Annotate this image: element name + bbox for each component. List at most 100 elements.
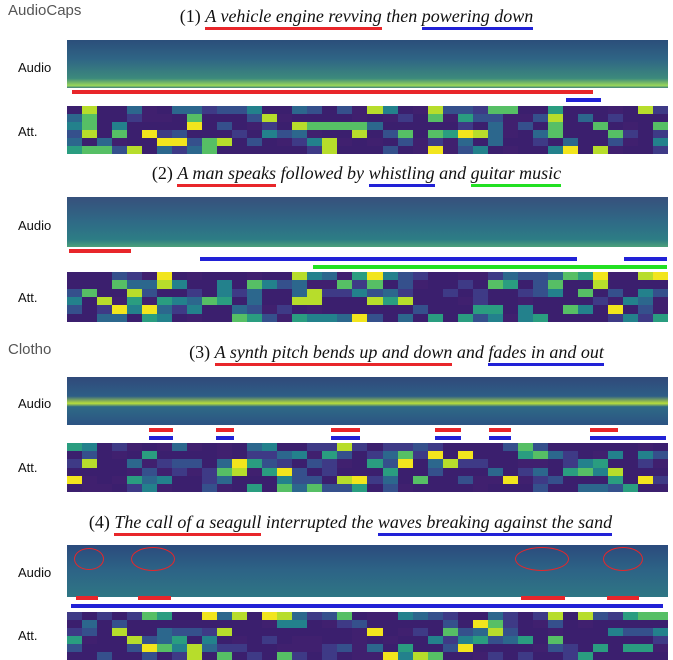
attention-cell [547, 296, 563, 306]
attention-cell [517, 620, 533, 628]
attention-cell [247, 612, 263, 620]
attention-cell [202, 114, 218, 122]
attention-cell [547, 652, 563, 660]
attention-cell [622, 459, 638, 468]
attention-cell [97, 122, 113, 130]
attention-cell [337, 280, 353, 289]
attention-cell [337, 146, 353, 154]
attention-cell [427, 138, 443, 146]
attention-cell [382, 644, 398, 652]
attention-cell [382, 146, 398, 154]
attention-cell [157, 467, 173, 476]
attention-cell [442, 305, 458, 314]
attention-cell [157, 106, 173, 114]
attention-cell [322, 288, 338, 297]
attention-cell [652, 467, 668, 476]
attention-cell [487, 652, 503, 660]
attention-cell [307, 467, 323, 476]
attention-cell [592, 106, 608, 114]
attention-cell [67, 483, 83, 492]
attention-cell [607, 451, 623, 460]
attention-map [67, 443, 668, 492]
alignment-bar [331, 436, 360, 440]
alignment-bar [71, 604, 663, 608]
attention-cell [247, 467, 263, 476]
attention-cell [127, 636, 143, 644]
attention-cell [67, 122, 83, 130]
attention-cell [592, 313, 608, 322]
attention-cell [547, 305, 563, 314]
attention-cell [97, 313, 113, 322]
attention-cell [637, 130, 653, 138]
attention-cell [292, 288, 308, 297]
attention-cell [337, 114, 353, 122]
attention-cell [622, 652, 638, 660]
attention-cell [232, 296, 248, 306]
attention-cell [172, 451, 188, 460]
attention-cell [487, 475, 503, 484]
attention-cell [367, 313, 383, 322]
attention-cell [82, 106, 98, 114]
attention-cell [517, 644, 533, 652]
attention-cell [217, 628, 233, 636]
attention-cell [592, 280, 608, 289]
attention-cell [142, 313, 158, 322]
attention-cell [142, 628, 158, 636]
attention-cell [487, 280, 503, 289]
attention-cell [562, 296, 578, 306]
alignment-bar [216, 428, 234, 432]
attention-cell [157, 313, 173, 322]
attention-cell [472, 122, 488, 130]
attention-cell [262, 620, 278, 628]
attention-cell [442, 296, 458, 306]
attention-cell [457, 652, 473, 660]
attention-cell [442, 106, 458, 114]
attention-cell [292, 305, 308, 314]
attention-cell [262, 652, 278, 660]
attention-cell [187, 620, 203, 628]
attention-cell [487, 620, 503, 628]
attention-cell [322, 114, 338, 122]
attention-cell [217, 146, 233, 154]
attention-cell [502, 459, 518, 468]
attention-cell [442, 130, 458, 138]
attention-cell [457, 305, 473, 314]
attention-cell [592, 451, 608, 460]
attention-cell [112, 644, 128, 652]
attention-cell [202, 138, 218, 146]
highlight-ellipse [74, 548, 104, 570]
attention-cell [142, 114, 158, 122]
attention-cell [487, 612, 503, 620]
attention-cell [142, 106, 158, 114]
alignment-bar [69, 249, 131, 253]
attention-cell [262, 305, 278, 314]
attention-cell [412, 644, 428, 652]
attention-cell [652, 272, 668, 281]
attention-cell [607, 305, 623, 314]
attention-cell [442, 122, 458, 130]
attention-cell [547, 106, 563, 114]
attention-cell [307, 272, 323, 281]
attention-cell [127, 443, 143, 452]
attention-cell [82, 305, 98, 314]
attention-cell [562, 475, 578, 484]
attention-cell [337, 443, 353, 452]
attention-cell [67, 138, 83, 146]
attention-cell [217, 612, 233, 620]
attention-cell [187, 106, 203, 114]
attention-cell [562, 652, 578, 660]
attention-cell [637, 280, 653, 289]
attention-cell [532, 443, 548, 452]
attention-cell [217, 138, 233, 146]
attention-cell [187, 305, 203, 314]
attention-cell [247, 296, 263, 306]
attention-cell [187, 628, 203, 636]
attention-cell [652, 313, 668, 322]
attention-cell [217, 443, 233, 452]
attention-cell [637, 443, 653, 452]
attention-cell [622, 130, 638, 138]
attention-cell [472, 272, 488, 281]
attention-cell [172, 313, 188, 322]
attention-cell [127, 313, 143, 322]
